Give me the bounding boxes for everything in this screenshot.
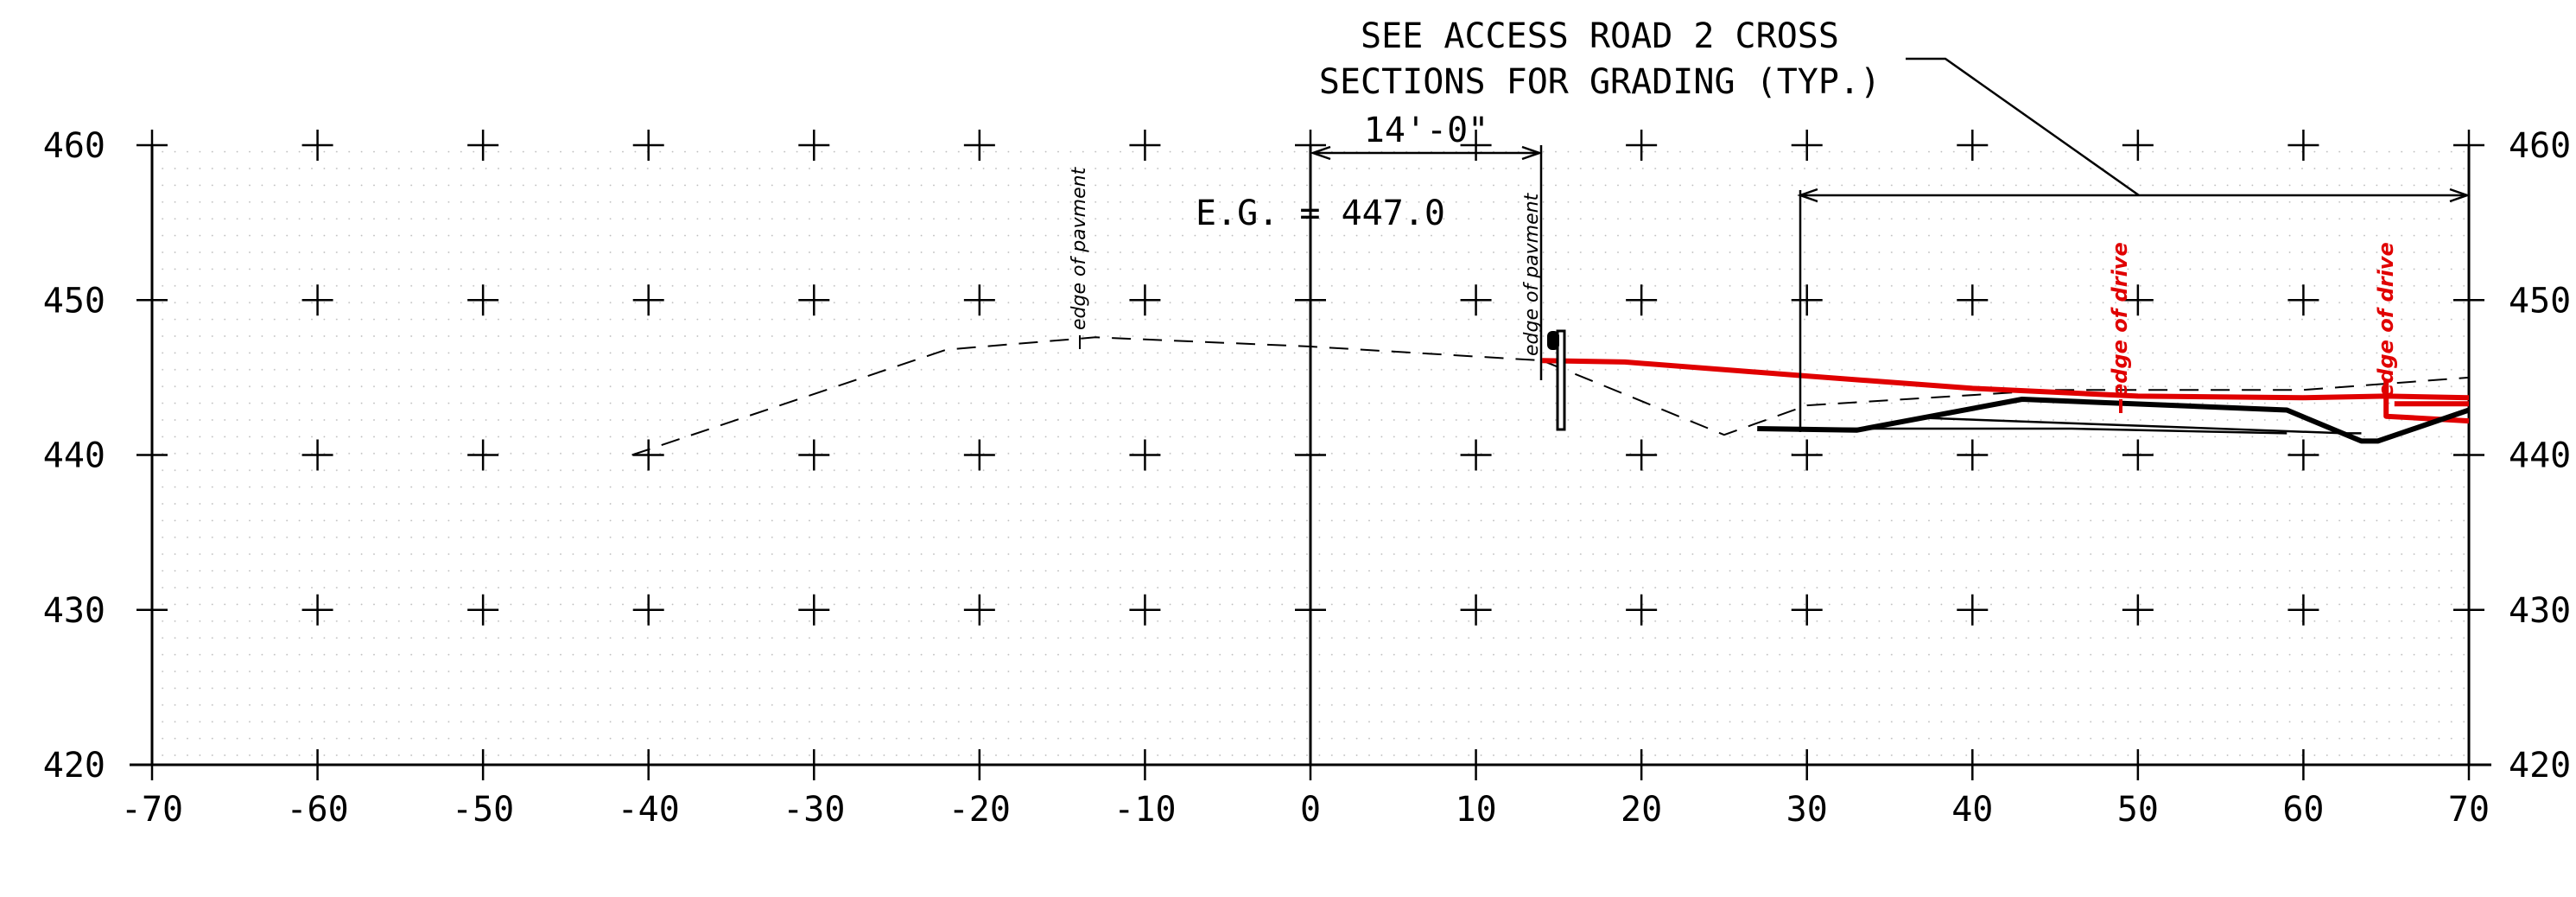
sign-post [1547, 329, 1566, 431]
grading-arrow-right [2449, 188, 2471, 203]
dimension-arrow-right [1521, 145, 1543, 161]
y-tick-label-right: 420 [2509, 746, 2571, 786]
y-tick-label-right: 440 [2509, 436, 2571, 476]
x-tick-label: -70 [121, 790, 183, 830]
x-tick-label: -60 [286, 790, 348, 830]
note-leader-line [1906, 57, 2140, 197]
profile-line-1 [631, 336, 2470, 456]
dimension-label: 14'-0" [1364, 111, 1489, 150]
x-tick-label: -30 [783, 790, 845, 830]
x-tick-label: -20 [949, 790, 1011, 830]
x-tick-label: 50 [2117, 790, 2159, 830]
grid-plus-marks [136, 130, 2484, 780]
x-tick-label: -50 [452, 790, 514, 830]
edge-of-pavement-label-right: edge of pavment [1521, 192, 1543, 356]
y-tick-label-left: 460 [43, 126, 105, 166]
x-tick-label: -10 [1114, 790, 1176, 830]
x-tick-label: 0 [1300, 790, 1321, 830]
y-tick-label-right: 450 [2509, 281, 2571, 321]
y-tick-label-right: 430 [2509, 591, 2571, 631]
profile-line-7 [1922, 417, 2362, 435]
y-tick-label-left: 440 [43, 436, 105, 476]
y-tick-label-left: 450 [43, 281, 105, 321]
y-tick-labels-left: 460 450 440 430 420 [43, 126, 105, 786]
sign-post-body [1556, 329, 1566, 431]
grading-note-line-2: SECTIONS FOR GRADING (TYP.) [1319, 62, 1881, 102]
y-tick-label-left: 430 [43, 591, 105, 631]
y-tick-label-left: 420 [43, 746, 105, 786]
y-tick-labels-right: 460 450 440 430 420 [2509, 126, 2571, 786]
dimension-14ft [1310, 145, 1543, 380]
x-tick-labels: -70 -60 -50 -40 -30 -20 -10 0 10 20 30 40 50 60 70 [121, 790, 2490, 830]
grading-dimension [1797, 57, 2471, 432]
grading-note-line-1: SEE ACCESS ROAD 2 CROSS [1361, 16, 1839, 56]
existing-grade-label: E.G. = 447.0 [1196, 194, 1445, 233]
edge-of-pavement-label-left: edge of pavment [1069, 166, 1090, 330]
x-tick-label: 30 [1786, 790, 1828, 830]
x-tick-label: 10 [1455, 790, 1496, 830]
x-tick-label: 70 [2448, 790, 2490, 830]
sign-post-head [1547, 331, 1559, 350]
profile-line-6 [1773, 427, 2287, 435]
edge-of-drive-label-right: edge of drive [2374, 242, 2398, 398]
edge-of-drive-label-left: edge of drive [2108, 242, 2132, 398]
x-tick-label: 20 [1621, 790, 1662, 830]
x-tick-label: 60 [2282, 790, 2324, 830]
profile-line-2 [1542, 358, 2470, 401]
x-tick-label: 40 [1951, 790, 1993, 830]
profile-line-5 [1757, 397, 2470, 444]
x-tick-label: -40 [618, 790, 680, 830]
y-tick-label-right: 460 [2509, 126, 2571, 166]
profile-lines [631, 336, 2470, 456]
dimension-arrow-left [1310, 145, 1331, 161]
